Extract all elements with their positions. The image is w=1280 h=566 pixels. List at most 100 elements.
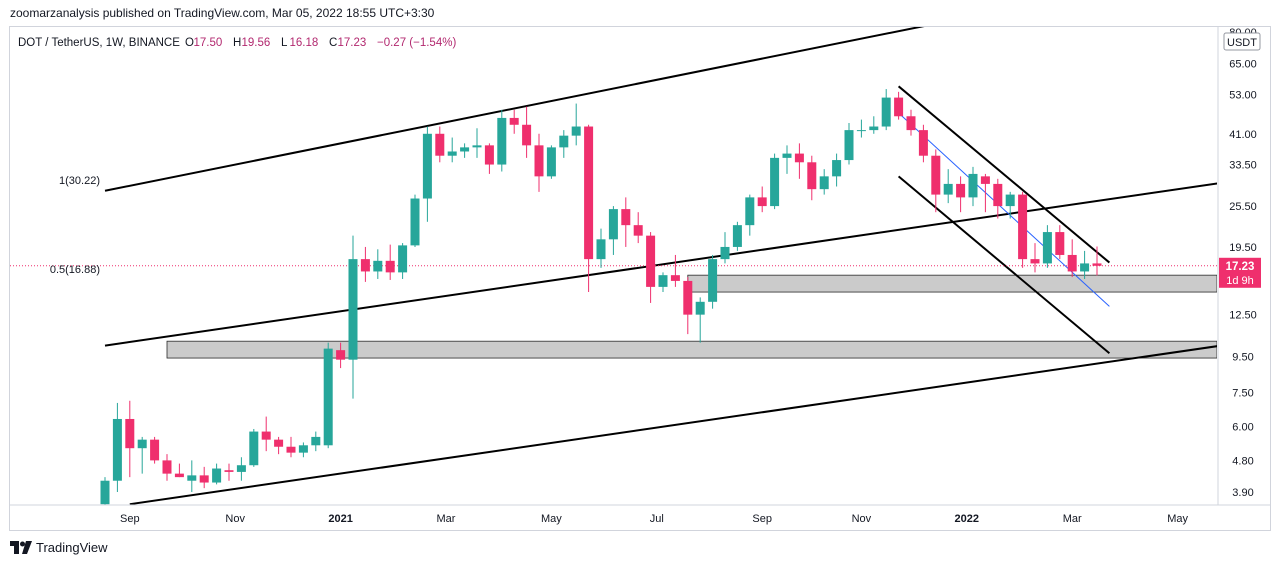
candle-body <box>373 260 383 272</box>
candle-body <box>484 145 494 165</box>
legend-value: 19.56 <box>242 37 271 49</box>
candle <box>150 436 160 464</box>
candle-body <box>435 133 445 156</box>
candle <box>125 400 135 478</box>
legend-value-label: C <box>329 37 337 49</box>
candle <box>497 109 507 172</box>
candle-body <box>410 198 420 246</box>
candle <box>1055 225 1065 260</box>
candle <box>534 133 544 192</box>
legend-symbol: DOT / TetherUS, 1W, BINANCE <box>18 37 180 49</box>
candle <box>993 178 1003 219</box>
candle-body <box>162 460 172 474</box>
candle <box>112 402 122 492</box>
candle <box>869 116 879 134</box>
fib-label: 0.5(16.88) <box>50 264 100 276</box>
candles <box>100 89 1102 505</box>
candle <box>435 126 445 163</box>
candle <box>447 137 457 163</box>
candle-body <box>794 153 804 163</box>
candle <box>187 460 197 492</box>
candle <box>770 153 780 210</box>
candle-body <box>646 235 656 287</box>
candle <box>199 466 209 489</box>
candle <box>274 436 284 455</box>
candle <box>807 155 817 201</box>
candle <box>794 143 804 179</box>
tradingview-logo[interactable]: TradingView <box>10 540 108 555</box>
candle-body <box>807 162 817 190</box>
candle-body <box>137 439 147 449</box>
time-tick-label: Nov <box>225 513 245 525</box>
candle-body <box>819 176 829 190</box>
candle-body <box>125 418 135 449</box>
price-tick-label: 25.50 <box>1229 201 1257 213</box>
price-tick-label: 3.90 <box>1232 487 1253 499</box>
candle-body <box>534 145 544 177</box>
candle-body <box>1005 194 1015 207</box>
trend-line-3 <box>897 85 1111 264</box>
candle <box>385 244 395 280</box>
time-tick-label: Sep <box>120 513 140 525</box>
tradingview-brand: TradingView <box>36 540 108 555</box>
candle-body <box>100 480 110 505</box>
candle <box>1030 243 1040 273</box>
candle <box>745 194 755 236</box>
candle <box>1067 239 1077 278</box>
candle <box>311 431 321 452</box>
candle <box>683 277 693 335</box>
candle-body <box>559 135 569 148</box>
candle <box>298 442 308 458</box>
candle <box>608 206 618 255</box>
candle-body <box>1092 263 1102 266</box>
candle-body <box>918 130 928 156</box>
price-tick-label: 33.50 <box>1229 160 1257 172</box>
candle-body <box>968 173 978 198</box>
candle <box>522 106 532 158</box>
candle <box>980 173 990 213</box>
candle-body <box>708 259 718 302</box>
candle <box>881 89 891 131</box>
candle <box>596 228 606 268</box>
candle <box>460 143 470 158</box>
price-tick-label: 41.00 <box>1229 129 1257 141</box>
candle <box>484 143 494 174</box>
currency-label: USDT <box>1227 37 1257 49</box>
candle-body <box>633 225 643 236</box>
time-tick-label: Mar <box>437 513 456 525</box>
candle <box>212 463 222 485</box>
candle-body <box>956 183 966 198</box>
candle <box>633 212 643 244</box>
chart-frame[interactable]: 1(30.22) 0.5(16.88) 3.90 4.80 6.00 7.50 9.50 1… <box>9 26 1271 531</box>
blue-trend-line <box>898 112 1110 307</box>
legend-change: −0.27 (−1.54%) <box>377 37 456 49</box>
price-badge <box>1219 257 1261 288</box>
candle-body <box>385 260 395 273</box>
candle <box>286 436 296 458</box>
candle <box>336 342 346 369</box>
candle-body <box>720 246 730 260</box>
candle <box>360 246 370 282</box>
candle-body <box>261 431 271 440</box>
candle-body <box>1030 259 1040 264</box>
candle-body <box>757 197 767 207</box>
candle <box>224 463 234 481</box>
price-tick-label: 65.00 <box>1229 59 1257 71</box>
candle-body <box>497 117 507 165</box>
candle <box>546 145 556 179</box>
legend-value: 16.18 <box>290 37 319 49</box>
symbol-legend: DOT / TetherUS, 1W, BINANCE <box>18 37 180 49</box>
candle-body <box>286 446 296 453</box>
candle-body <box>447 151 457 156</box>
candlestick-chart[interactable]: 1(30.22) 0.5(16.88) 3.90 4.80 6.00 7.50 9.50 1… <box>10 27 1270 530</box>
candle <box>100 477 110 505</box>
candle <box>708 254 718 309</box>
candle <box>844 123 854 165</box>
candle <box>906 109 916 136</box>
candle <box>1092 246 1102 276</box>
candle <box>956 176 966 213</box>
publish-info: zoomarzanalysis published on TradingView… <box>10 6 435 20</box>
candle-body <box>522 124 532 146</box>
candle-body <box>1080 263 1090 272</box>
candle-body <box>509 117 519 125</box>
